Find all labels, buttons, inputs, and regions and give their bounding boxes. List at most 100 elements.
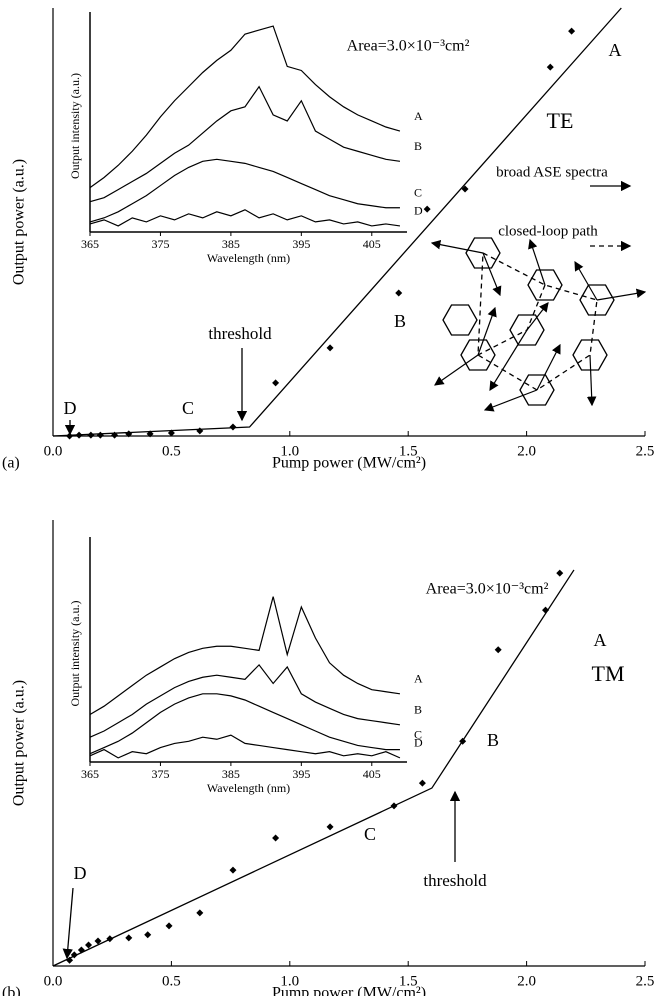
data-point: [165, 922, 173, 930]
data-point: [111, 431, 119, 439]
x-tick-label: 0.5: [162, 973, 181, 989]
inset-x-tick-label: 405: [363, 237, 381, 251]
data-point: [167, 429, 175, 437]
inset-y-axis-label: Output intensity (a.u.): [68, 73, 82, 179]
data-point: [144, 931, 152, 939]
data-point: [75, 431, 83, 439]
data-point: [125, 430, 133, 438]
inset-x-tick-label: 395: [292, 767, 310, 781]
spectrum-line: [89, 734, 401, 759]
data-point: [390, 802, 398, 810]
x-axis-label: Pump power (MW/cm²): [272, 455, 426, 472]
data-point: [272, 379, 280, 387]
spectrum-line: [89, 693, 400, 755]
annotation: Area=3.0×10⁻³cm²: [426, 581, 549, 598]
x-tick-label: 0.5: [162, 443, 181, 459]
annotation: C: [182, 398, 194, 418]
annotation: B: [487, 730, 499, 750]
series-label: D: [414, 736, 423, 750]
data-point: [77, 946, 85, 954]
inset-y-axis-label: Output intensity (a.u.): [68, 601, 82, 707]
series-label: B: [414, 139, 422, 153]
arrow: [62, 887, 74, 960]
spectrum-line: [89, 158, 400, 223]
panel-label: (b): [2, 985, 21, 996]
x-tick-label: 1.5: [399, 973, 418, 989]
x-tick-label: 2.5: [636, 973, 655, 989]
y-axis-label: Output power (a.u.): [11, 680, 28, 806]
cavity-diagram: [430, 237, 647, 412]
annotation: A: [609, 40, 622, 60]
data-point: [87, 431, 95, 439]
data-point: [494, 646, 502, 654]
x-tick-label: 0.0: [44, 443, 63, 459]
data-point: [461, 185, 469, 193]
series-label: D: [414, 204, 423, 218]
data-point: [326, 823, 334, 831]
x-tick-label: 2.0: [517, 443, 536, 459]
inset-x-tick-label: 375: [151, 767, 169, 781]
inset-x-axis-label: Wavelength (nm): [207, 251, 290, 265]
inset-x-tick-label: 385: [222, 237, 240, 251]
series-label: A: [414, 672, 423, 686]
data-point: [229, 423, 237, 431]
annotation: A: [594, 630, 607, 650]
series-label: C: [414, 727, 422, 741]
x-tick-label: 1.5: [399, 443, 418, 459]
spectrum-line: [89, 663, 401, 738]
spectrum-line: [89, 85, 401, 203]
data-point: [85, 941, 93, 949]
inset-x-tick-label: 365: [81, 767, 99, 781]
data-point: [568, 27, 576, 35]
inset-x-tick-label: 405: [363, 767, 381, 781]
data-point: [326, 344, 334, 352]
data-point: [229, 866, 237, 874]
inset-x-tick-label: 385: [222, 767, 240, 781]
annotation: threshold: [423, 871, 487, 890]
x-tick-label: 1.0: [280, 973, 299, 989]
spectrum-line: [89, 596, 401, 715]
data-point: [94, 937, 102, 945]
data-point: [106, 935, 114, 943]
fit-line: [52, 569, 575, 967]
data-point: [395, 289, 403, 297]
annotation: broad ASE spectra: [496, 164, 608, 180]
data-point: [272, 834, 280, 842]
data-point: [542, 606, 550, 614]
series-label: C: [414, 186, 422, 200]
annotation: TM: [592, 661, 625, 686]
panel-label: (a): [2, 455, 20, 472]
x-axis-label: Pump power (MW/cm²): [272, 985, 426, 996]
x-tick-label: 2.5: [636, 443, 655, 459]
inset-x-tick-label: 375: [151, 237, 169, 251]
annotation: C: [364, 824, 376, 844]
data-point: [556, 569, 564, 577]
inset-x-axis-label: Wavelength (nm): [207, 781, 290, 795]
fit-line: [52, 7, 622, 437]
data-point: [459, 737, 467, 745]
annotation: D: [64, 398, 77, 418]
x-tick-label: 2.0: [517, 973, 536, 989]
x-tick-label: 0.0: [44, 973, 63, 989]
inset-x-tick-label: 395: [292, 237, 310, 251]
data-point: [125, 934, 133, 942]
data-point: [418, 779, 426, 787]
y-axis-label: Output power (a.u.): [11, 159, 28, 285]
data-point: [96, 431, 104, 439]
annotation: Area=3.0×10⁻³cm²: [347, 38, 470, 55]
annotation: D: [74, 863, 87, 883]
x-tick-label: 1.0: [280, 443, 299, 459]
series-label: A: [414, 109, 423, 123]
data-point: [196, 909, 204, 917]
series-label: B: [414, 703, 422, 717]
data-point: [146, 430, 154, 438]
annotation: threshold: [208, 324, 272, 343]
inset-x-tick-label: 365: [81, 237, 99, 251]
annotation: TE: [547, 108, 574, 133]
data-point: [423, 205, 431, 213]
annotation: B: [394, 311, 406, 331]
data-point: [546, 63, 554, 71]
spectrum-line: [89, 25, 401, 189]
